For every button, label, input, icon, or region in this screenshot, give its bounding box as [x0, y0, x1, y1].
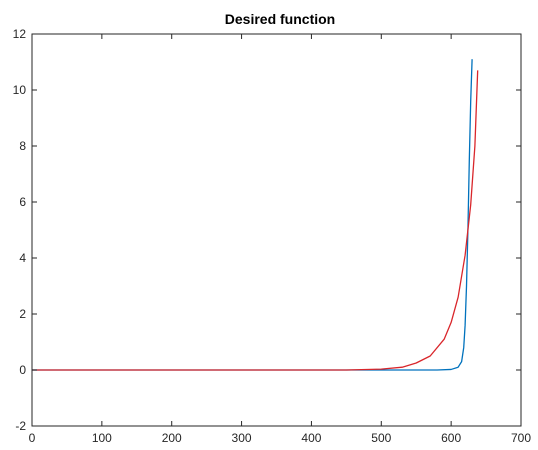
x-tick-label: 0: [29, 431, 36, 445]
x-tick-label: 500: [371, 431, 391, 445]
y-tick-label: -2: [15, 419, 26, 433]
x-tick-label: 100: [92, 431, 112, 445]
plot-frame: [31, 33, 522, 427]
chart-title: Desired function: [225, 11, 335, 27]
y-tick-label: 6: [19, 195, 26, 209]
y-axis-ticks: -2 0 2 4 6 8 10 12: [13, 27, 521, 433]
y-tick-label: 8: [19, 139, 26, 153]
series-layer: [32, 59, 479, 371]
y-tick-label: 10: [13, 83, 27, 97]
x-tick-label: 400: [301, 431, 321, 445]
x-tick-label: 600: [441, 431, 461, 445]
y-tick-label: 4: [19, 251, 26, 265]
x-tick-label: 300: [232, 431, 252, 445]
plot-area: [32, 34, 521, 426]
series-line-1: [32, 59, 473, 371]
y-tick-label: 0: [19, 363, 26, 377]
y-tick-label: 2: [19, 307, 26, 321]
x-tick-label: 700: [511, 431, 531, 445]
series-line-2: [32, 70, 479, 371]
x-tick-label: 200: [162, 431, 182, 445]
x-axis-ticks: 0 100 200 300 400 500 600 700: [29, 34, 531, 445]
y-tick-label: 12: [13, 27, 27, 41]
